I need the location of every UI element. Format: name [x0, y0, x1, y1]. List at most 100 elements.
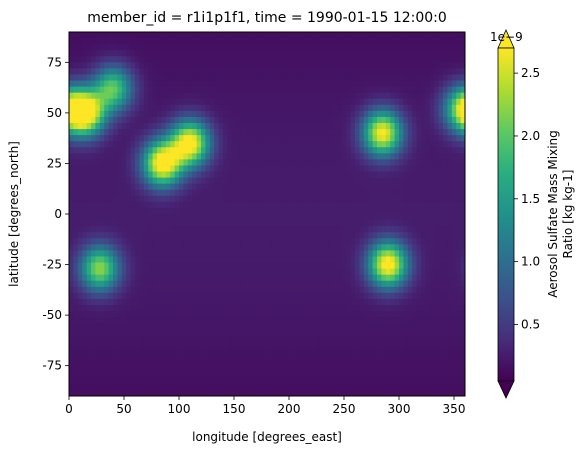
heatmap-cell	[425, 153, 431, 160]
heatmap-cell	[385, 359, 391, 367]
heatmap-cell	[218, 262, 224, 270]
heatmap-cell	[416, 104, 422, 112]
heatmap-cell	[196, 335, 202, 342]
heatmap-cell	[258, 207, 264, 215]
heatmap-cell	[407, 171, 413, 179]
heatmap-cell	[385, 92, 391, 100]
heatmap-cell	[328, 268, 334, 276]
heatmap-cell	[152, 317, 158, 324]
heatmap-cell	[341, 317, 347, 324]
heatmap-cell	[350, 262, 356, 270]
heatmap-cell	[218, 98, 224, 106]
heatmap-cell	[302, 32, 308, 39]
heatmap-cell	[337, 159, 343, 167]
heatmap-cell	[130, 183, 136, 191]
heatmap-cell	[209, 280, 215, 288]
heatmap-cell	[460, 262, 465, 270]
heatmap-cell	[271, 268, 277, 276]
heatmap-cell	[359, 238, 365, 245]
heatmap-cell	[192, 141, 198, 148]
heatmap-cell	[416, 359, 422, 367]
heatmap-cell	[416, 153, 422, 160]
heatmap-cell	[306, 347, 312, 355]
heatmap-cell	[399, 189, 404, 197]
heatmap-cell	[143, 250, 149, 258]
heatmap-cell	[77, 365, 83, 373]
heatmap-cell	[438, 56, 444, 63]
heatmap-cell	[390, 183, 396, 191]
heatmap-cell	[227, 329, 233, 336]
heatmap-cell	[205, 311, 211, 318]
heatmap-cell	[284, 129, 290, 136]
heatmap-cell	[174, 80, 180, 88]
heatmap-cell	[240, 129, 246, 136]
heatmap-cell	[355, 189, 360, 197]
heatmap-cell	[143, 32, 149, 39]
heatmap-cell	[297, 110, 303, 118]
heatmap-cell	[315, 165, 321, 173]
heatmap-cell	[302, 159, 308, 167]
heatmap-cell	[209, 298, 215, 306]
heatmap-cell	[456, 177, 462, 185]
heatmap-cell	[143, 268, 149, 276]
heatmap-cell	[390, 298, 396, 306]
heatmap-cell	[407, 262, 413, 270]
heatmap-cell	[275, 305, 281, 312]
heatmap-cell	[363, 359, 369, 367]
heatmap-cell	[253, 365, 259, 373]
heatmap-cell	[165, 347, 171, 355]
heatmap-cell	[174, 165, 180, 173]
heatmap-cell	[403, 80, 409, 88]
heatmap-cell	[377, 56, 382, 63]
heatmap-cell	[126, 353, 132, 361]
heatmap-cell	[117, 226, 123, 233]
heatmap-cell	[240, 214, 246, 221]
heatmap-cell	[311, 98, 316, 106]
heatmap-cell	[346, 195, 352, 203]
heatmap-cell	[333, 298, 338, 306]
heatmap-cell	[165, 274, 171, 282]
heatmap-cell	[429, 80, 435, 88]
heatmap-cell	[205, 298, 211, 306]
heatmap-cell	[69, 116, 74, 124]
heatmap-cell	[315, 123, 321, 130]
heatmap-cell	[113, 68, 118, 76]
heatmap-cell	[161, 80, 167, 88]
heatmap-cell	[337, 335, 343, 342]
heatmap-cell	[381, 104, 387, 112]
heatmap-cell	[447, 32, 453, 39]
heatmap-cell	[443, 104, 448, 112]
heatmap-cell	[231, 147, 237, 154]
heatmap-cell	[95, 86, 101, 94]
heatmap-cell	[170, 56, 176, 63]
heatmap-cell	[315, 226, 321, 233]
heatmap-cell	[148, 98, 154, 106]
heatmap-cell	[113, 347, 118, 355]
heatmap-cell	[377, 317, 382, 324]
heatmap-cell	[249, 129, 255, 136]
heatmap-cell	[126, 341, 132, 349]
heatmap-cell	[297, 98, 303, 106]
heatmap-cell	[443, 177, 448, 185]
heatmap-cell	[148, 44, 154, 51]
heatmap-cell	[130, 171, 136, 179]
heatmap-cell	[161, 262, 167, 270]
heatmap-cell	[412, 129, 418, 136]
heatmap-cell	[297, 244, 303, 251]
heatmap-cell	[130, 116, 136, 124]
heatmap-cell	[302, 56, 308, 63]
heatmap-cell	[328, 256, 334, 264]
heatmap-cell	[333, 244, 338, 251]
heatmap-cell	[443, 135, 448, 142]
heatmap-cell	[187, 116, 193, 124]
heatmap-cell	[218, 238, 224, 245]
heatmap-cell	[355, 244, 360, 251]
heatmap-cell	[86, 250, 92, 258]
heatmap-cell	[240, 141, 246, 148]
heatmap-cell	[267, 244, 272, 251]
heatmap-cell	[214, 262, 220, 270]
heatmap-cell	[192, 104, 198, 112]
heatmap-cell	[284, 110, 290, 118]
heatmap-cell	[174, 98, 180, 106]
heatmap-cell	[394, 177, 400, 185]
